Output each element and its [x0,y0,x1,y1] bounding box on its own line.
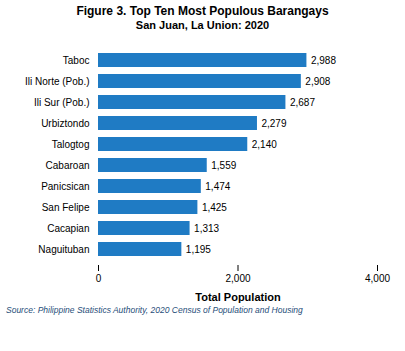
svg-text:Total Population: Total Population [195,290,281,302]
svg-text:1,313: 1,313 [194,222,219,233]
svg-text:Ili Norte (Pob.): Ili Norte (Pob.) [25,75,89,86]
svg-text:1,474: 1,474 [205,180,230,191]
svg-text:Cacapian: Cacapian [47,222,89,233]
svg-text:4,000: 4,000 [365,272,390,283]
svg-text:Ili Sur (Pob.): Ili Sur (Pob.) [34,96,90,107]
svg-text:2,988: 2,988 [311,54,336,65]
svg-text:Cabaroan: Cabaroan [46,159,90,170]
svg-text:2,000: 2,000 [225,272,250,283]
html-text:Figure 3. Top Ten Most Populou: Figure 3. Top Ten Most Populous Barangay… [76,4,329,18]
html-text:San Juan, La Union: 2020: San Juan, La Union: 2020 [135,19,270,31]
svg-text:2,908: 2,908 [305,75,330,86]
svg-text:1,425: 1,425 [202,201,227,212]
svg-text:2,279: 2,279 [261,117,286,128]
svg-text:1,559: 1,559 [211,159,236,170]
svg-text:San Felipe: San Felipe [42,201,90,212]
svg-text:Taboc: Taboc [63,54,90,65]
svg-text:Naguituban: Naguituban [38,243,89,254]
svg-text:0: 0 [96,272,102,283]
svg-text:1,195: 1,195 [186,243,211,254]
svg-text:Talogtog: Talogtog [52,138,90,149]
html-text:Source: Philippine Statistics: Source: Philippine Statistics Authority,… [6,304,303,315]
svg-text:2,140: 2,140 [252,138,277,149]
svg-text:Urbiztondo: Urbiztondo [41,117,90,128]
svg-text:Panicsican: Panicsican [41,180,89,191]
svg-text:2,687: 2,687 [290,96,315,107]
